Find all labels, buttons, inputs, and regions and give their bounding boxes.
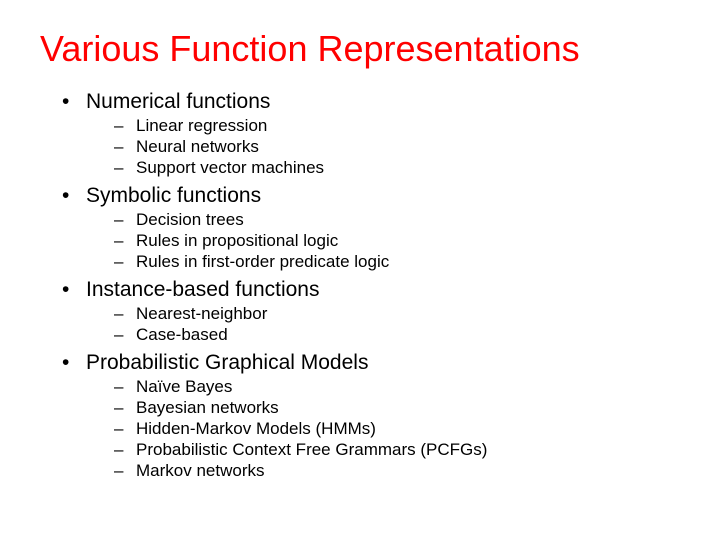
bullet-list: Numerical functions Linear regression Ne…	[40, 90, 680, 481]
section-symbolic: Symbolic functions Decision trees Rules …	[62, 184, 680, 272]
sub-list: Naïve Bayes Bayesian networks Hidden-Mar…	[86, 377, 680, 481]
list-item: Decision trees	[114, 210, 680, 230]
section-heading: Probabilistic Graphical Models	[86, 351, 368, 374]
section-heading: Numerical functions	[86, 90, 270, 113]
list-item: Bayesian networks	[114, 398, 680, 418]
section-heading: Symbolic functions	[86, 184, 261, 207]
list-item: Case-based	[114, 325, 680, 345]
list-item: Nearest-neighbor	[114, 304, 680, 324]
sub-list: Linear regression Neural networks Suppor…	[86, 116, 680, 178]
section-probabilistic: Probabilistic Graphical Models Naïve Bay…	[62, 351, 680, 481]
sub-list: Nearest-neighbor Case-based	[86, 304, 680, 345]
section-numerical: Numerical functions Linear regression Ne…	[62, 90, 680, 178]
slide-title: Various Function Representations	[40, 28, 680, 70]
list-item: Probabilistic Context Free Grammars (PCF…	[114, 440, 680, 460]
section-heading: Instance-based functions	[86, 278, 319, 301]
list-item: Hidden-Markov Models (HMMs)	[114, 419, 680, 439]
sub-list: Decision trees Rules in propositional lo…	[86, 210, 680, 272]
list-item: Linear regression	[114, 116, 680, 136]
section-instance: Instance-based functions Nearest-neighbo…	[62, 278, 680, 345]
list-item: Rules in propositional logic	[114, 231, 680, 251]
list-item: Support vector machines	[114, 158, 680, 178]
list-item: Naïve Bayes	[114, 377, 680, 397]
list-item: Neural networks	[114, 137, 680, 157]
slide: Various Function Representations Numeric…	[0, 0, 720, 540]
list-item: Rules in first-order predicate logic	[114, 252, 680, 272]
list-item: Markov networks	[114, 461, 680, 481]
